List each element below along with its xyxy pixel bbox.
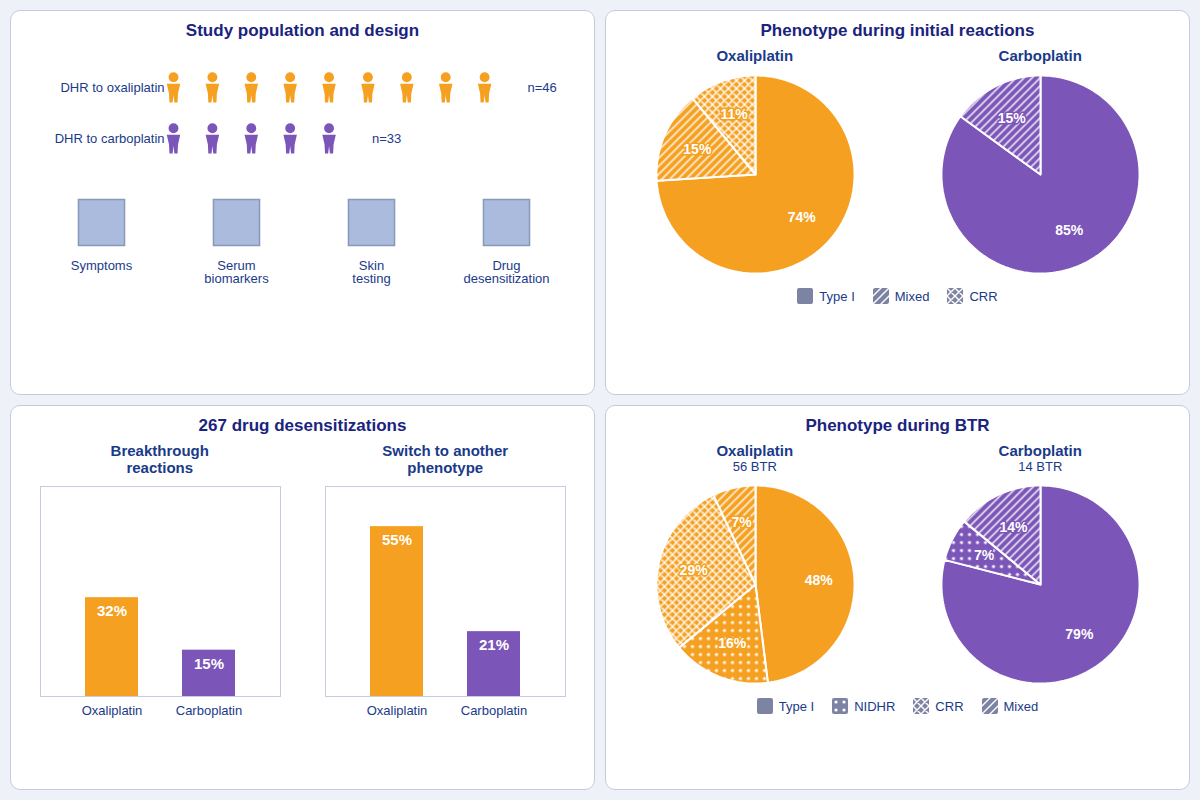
svg-text:21%: 21% [479, 636, 509, 653]
html-text:Phenotype during BTR: Phenotype during BTR [805, 416, 990, 435]
svg-text:15%: 15% [683, 141, 712, 157]
svg-text:74%: 74% [787, 209, 816, 225]
html-text:NIDHR: NIDHR [854, 698, 896, 714]
svg-text:Oxaliplatin: Oxaliplatin [367, 703, 428, 718]
svg-text:n=33: n=33 [371, 131, 400, 146]
html-text:267 drug desensitizations: 267 drug desensitizations [198, 416, 407, 435]
html-text:14 BTR: 14 BTR [1018, 459, 1063, 474]
html-text:Phenotype during initial react: Phenotype during initial reactions [760, 21, 1035, 40]
html-text:Oxaliplatin: Oxaliplatin [716, 47, 794, 64]
html-text:56 BTR: 56 BTR [732, 459, 777, 474]
svg-text:85%: 85% [1056, 222, 1085, 238]
html-text:CRR: CRR [969, 288, 998, 304]
svg-text:32%: 32% [97, 602, 127, 619]
svg-text:Carboplatin: Carboplatin [176, 703, 243, 718]
html-text:Mixed: Mixed [894, 288, 930, 304]
svg-text:7%: 7% [731, 514, 752, 530]
svg-text:55%: 55% [382, 531, 412, 548]
html-text:Switch to another phenotype: Switch to another phenotype [382, 442, 509, 476]
svg-text:15%: 15% [998, 109, 1027, 125]
svg-text:n=46: n=46 [527, 80, 556, 95]
html-text:Study population and design: Study population and design [185, 21, 420, 40]
svg-text:Skintesting: Skintesting [352, 258, 390, 286]
svg-text:Serumbiomarkers: Serumbiomarkers [204, 258, 269, 286]
svg-text:79%: 79% [1066, 626, 1095, 642]
html-text:Carboplatin: Carboplatin [998, 442, 1082, 459]
svg-text:DHR to carboplatin: DHR to carboplatin [54, 131, 164, 146]
svg-text:14%: 14% [1000, 519, 1029, 535]
html-text:Type I: Type I [778, 698, 815, 714]
html-text:Carboplatin: Carboplatin [998, 47, 1082, 64]
html-text:CRR: CRR [935, 698, 964, 714]
svg-text:11%: 11% [720, 106, 748, 122]
svg-text:29%: 29% [679, 562, 708, 578]
svg-text:16%: 16% [718, 635, 747, 651]
svg-text:Symptoms: Symptoms [70, 258, 132, 273]
svg-text:DHR to oxaliplatin: DHR to oxaliplatin [60, 80, 164, 95]
svg-text:48%: 48% [804, 572, 833, 588]
svg-text:7%: 7% [974, 547, 995, 563]
svg-text:15%: 15% [194, 655, 224, 672]
svg-text:Carboplatin: Carboplatin [461, 703, 528, 718]
html-text:Breakthrough reactions: Breakthrough reactions [110, 442, 209, 476]
svg-text:Oxaliplatin: Oxaliplatin [81, 703, 142, 718]
html-text:Type I: Type I [819, 288, 855, 304]
html-text:Mixed: Mixed [1003, 698, 1039, 714]
svg-text:Drugdesensitization: Drugdesensitization [463, 258, 549, 286]
html-text:Oxaliplatin: Oxaliplatin [716, 442, 794, 459]
